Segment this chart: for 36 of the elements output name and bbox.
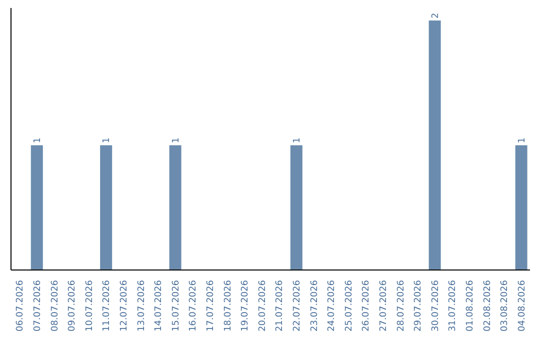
x-tick-label: 17.07.2026 — [206, 280, 216, 332]
x-tick-label: 24.07.2026 — [327, 280, 338, 332]
data-label: 1 — [32, 138, 43, 144]
x-tick-label: 10.07.2026 — [84, 280, 95, 332]
x-tick-label: 23.07.2026 — [310, 280, 320, 332]
data-label: 1 — [517, 138, 528, 144]
x-tick-label: 28.07.2026 — [396, 280, 406, 332]
x-tick-label: 26.07.2026 — [362, 280, 372, 332]
x-tick-label: 06.07.2026 — [16, 280, 26, 332]
x-tick-label: 25.07.2026 — [344, 280, 354, 332]
x-tick-label: 31.07.2026 — [448, 280, 458, 332]
x-tick-label: 30.07.2026 — [430, 280, 441, 332]
x-tick-label: 18.07.2026 — [223, 280, 234, 332]
data-label: 2 — [430, 12, 441, 18]
x-tick-label: 09.07.2026 — [68, 280, 78, 332]
x-tick-label: 03.08.2026 — [500, 280, 510, 332]
x-tick-label: 07.07.2026 — [32, 280, 43, 332]
data-label: 1 — [292, 138, 302, 144]
x-tick-label: 29.07.2026 — [414, 280, 424, 332]
x-tick-label: 21.07.2026 — [275, 280, 286, 332]
x-tick-label: 13.07.2026 — [136, 280, 147, 332]
x-tick-label: 04.08.2026 — [517, 280, 528, 332]
data-label: 1 — [171, 138, 182, 144]
x-tick-label: 22.07.2026 — [292, 280, 302, 332]
x-tick-label: 08.07.2026 — [50, 280, 60, 332]
data-label: 1 — [102, 138, 112, 144]
x-tick-label: 14.07.2026 — [154, 280, 164, 332]
x-tick-label: 19.07.2026 — [240, 280, 251, 332]
x-tick-label: 02.08.2026 — [482, 280, 493, 332]
x-tick-label: 12.07.2026 — [119, 280, 130, 332]
x-tick-label: 27.07.2026 — [378, 280, 389, 332]
x-tick-label: 15.07.2026 — [171, 280, 182, 332]
x-tick-label: 20.07.2026 — [258, 280, 268, 332]
x-tick-label: 01.08.2026 — [465, 280, 476, 332]
x-tick-label: 11.07.2026 — [102, 280, 112, 332]
x-tick-label: 16.07.2026 — [188, 280, 199, 332]
